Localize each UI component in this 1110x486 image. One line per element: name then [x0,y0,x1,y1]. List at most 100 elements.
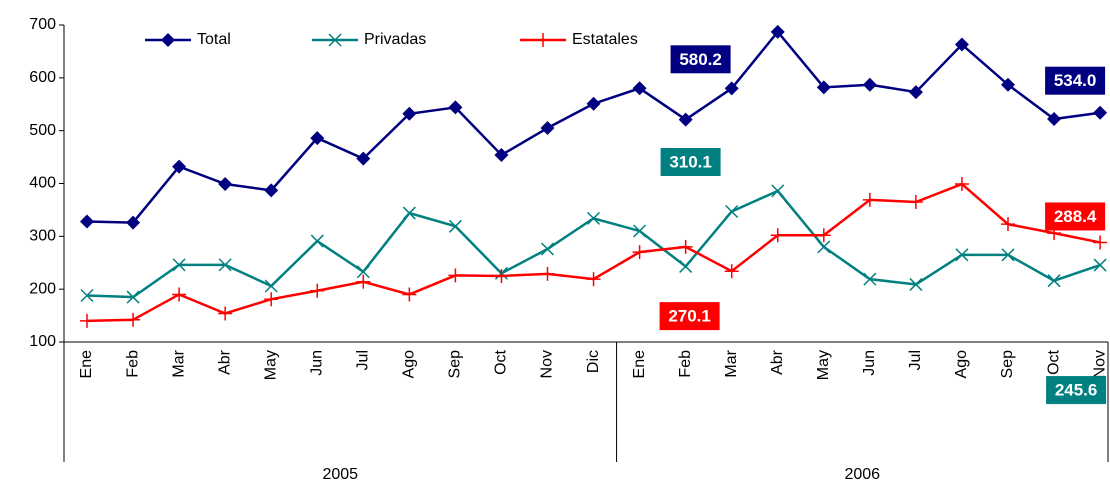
point [448,268,463,283]
point [1001,248,1015,262]
value-label-box [660,147,721,176]
point [172,159,187,174]
value-label: 534.0 [1054,71,1097,90]
point [1047,112,1062,127]
point [80,214,94,229]
x-tick-label: Oct [1045,349,1062,374]
x-tick-label: Dic [585,350,602,373]
x-tick-label: May [815,350,832,380]
point [310,283,325,298]
x-tick-label: Jul [355,350,372,370]
point [328,33,342,47]
point [770,24,785,39]
point [632,81,647,96]
value-label: 288.4 [1054,207,1097,226]
point [126,312,141,327]
y-tick-label: 700 [29,16,56,33]
point [1001,217,1015,232]
point [1047,274,1061,288]
point [633,224,647,238]
point [402,106,417,121]
point [126,290,140,304]
value-label-box [659,302,720,331]
y-tick-label: 200 [29,280,56,297]
point [862,192,877,207]
point [80,313,94,328]
x-tick-label: May [262,350,279,380]
point [816,228,831,243]
x-tick-label: Ago [401,350,418,379]
y-tick-label: 400 [29,175,56,192]
point [724,264,739,279]
point [1001,77,1015,92]
legend-label: Total [197,31,231,48]
value-label: 580.2 [679,50,722,69]
x-tick-label: Abr [216,349,233,375]
point [448,100,463,115]
point [126,215,141,230]
x-tick-label: Jun [308,350,325,376]
point [172,287,187,302]
point [402,287,417,302]
legend-label: Privadas [364,31,426,48]
point [264,292,279,307]
value-label-box [1046,376,1107,405]
point [909,277,923,291]
x-tick-label: Jun [861,350,878,376]
x-tick-label: Ago [953,350,970,379]
point [816,80,831,95]
point [536,33,550,47]
x-tick-label: Nov [1091,350,1108,378]
point [1093,235,1108,250]
point [955,248,969,262]
x-tick-label: Sep [447,350,464,379]
point [908,85,923,100]
point [771,184,785,198]
x-tick-label: Sep [999,350,1016,379]
point [494,268,509,283]
value-label-box [1045,66,1106,95]
point [586,272,601,287]
legend-label: Estatales [572,31,638,48]
point [908,194,923,209]
point [770,228,785,243]
x-tick-label: Feb [124,350,141,378]
point [587,211,601,225]
x-tick-label: Jul [907,350,924,370]
point [310,131,325,146]
point [540,121,555,136]
y-tick-label: 300 [29,228,56,245]
point [954,37,969,52]
value-label-box [1045,202,1106,231]
point [863,272,877,286]
point [494,147,509,162]
x-tick-label: Feb [677,350,694,378]
point [218,258,232,272]
y-tick-label: 100 [29,333,56,350]
point [310,234,324,248]
x-tick-label: Ene [78,350,95,379]
point [356,265,370,279]
x-tick-label: Mar [170,349,187,377]
x-tick-label: Nov [539,350,556,378]
point [862,77,877,92]
point [632,245,647,260]
point [540,242,555,256]
x-tick-label: Mar [723,349,740,377]
point [817,240,831,254]
point [402,206,416,220]
value-label: 270.1 [668,307,711,326]
point [725,204,739,219]
point [161,33,175,47]
point [679,259,693,273]
series-line [86,29,1101,224]
point [264,279,278,293]
point [356,274,371,289]
y-tick-label: 600 [29,69,56,86]
series-line [86,182,1101,323]
point [724,81,739,96]
point [264,183,279,198]
point [218,177,233,192]
value-label: 310.1 [669,152,712,171]
